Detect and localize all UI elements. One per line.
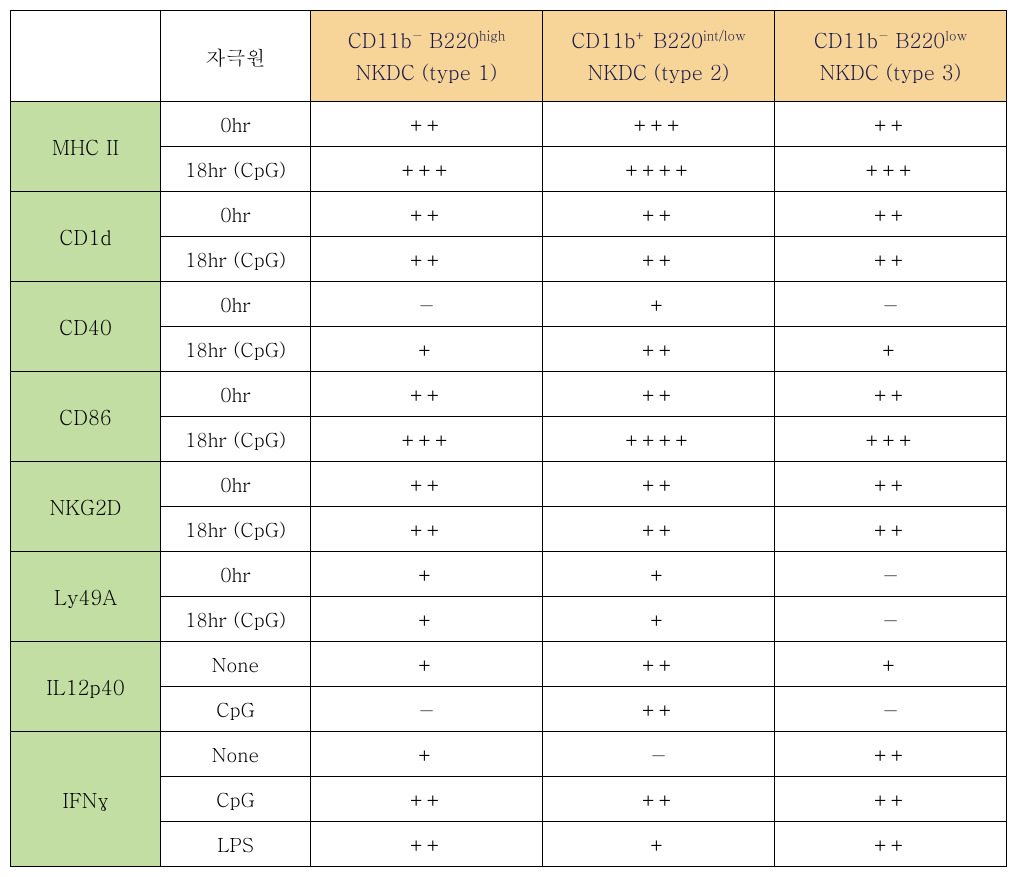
value-cell: − [775, 282, 1007, 327]
value-cell: + [311, 642, 543, 687]
stimulus-cell: 18hr (CpG) [161, 507, 311, 552]
stimulus-cell: 18hr (CpG) [161, 327, 311, 372]
stimulus-cell: 18hr (CpG) [161, 417, 311, 462]
value-cell: ++ [311, 462, 543, 507]
header-type-1: CD11b− B220highNKDC (type 1) [311, 11, 543, 102]
value-cell: ++ [775, 507, 1007, 552]
value-cell: ++ [543, 687, 775, 732]
stimulus-cell: 18hr (CpG) [161, 597, 311, 642]
value-cell: ++ [775, 732, 1007, 777]
value-cell: +++ [311, 417, 543, 462]
value-cell: ++ [775, 777, 1007, 822]
stimulus-cell: 0hr [161, 102, 311, 147]
value-cell: ++ [311, 372, 543, 417]
value-cell: ++ [311, 822, 543, 867]
stimulus-cell: 0hr [161, 372, 311, 417]
value-cell: − [775, 687, 1007, 732]
header-type-3: CD11b− B220lowNKDC (type 3) [775, 11, 1007, 102]
value-cell: ++ [775, 822, 1007, 867]
stimulus-cell: LPS [161, 822, 311, 867]
value-cell: + [543, 282, 775, 327]
value-cell: ++ [543, 642, 775, 687]
value-cell: ++ [543, 507, 775, 552]
value-cell: + [311, 597, 543, 642]
value-cell: ++ [311, 102, 543, 147]
row-label: MHC II [11, 102, 161, 192]
value-cell: + [311, 552, 543, 597]
stimulus-cell: 18hr (CpG) [161, 147, 311, 192]
value-cell: ++ [543, 237, 775, 282]
value-cell: ++ [543, 462, 775, 507]
stimulus-cell: 0hr [161, 462, 311, 507]
value-cell: + [775, 327, 1007, 372]
value-cell: + [775, 642, 1007, 687]
row-label: CD40 [11, 282, 161, 372]
value-cell: + [543, 822, 775, 867]
value-cell: ++ [311, 192, 543, 237]
value-cell: − [543, 732, 775, 777]
stimulus-cell: None [161, 732, 311, 777]
value-cell: + [543, 552, 775, 597]
row-label: CD86 [11, 372, 161, 462]
value-cell: +++ [775, 417, 1007, 462]
row-label: NKG2D [11, 462, 161, 552]
row-label: IFNγ [11, 732, 161, 867]
value-cell: − [311, 687, 543, 732]
header-blank-cell [11, 11, 161, 102]
nkdc-table: 자극원CD11b− B220highNKDC (type 1)CD11b+ B2… [10, 10, 1007, 867]
row-label: CD1d [11, 192, 161, 282]
stimulus-cell: 0hr [161, 552, 311, 597]
value-cell: ++ [311, 777, 543, 822]
value-cell: ++ [775, 192, 1007, 237]
value-cell: ++ [775, 462, 1007, 507]
stimulus-cell: 0hr [161, 192, 311, 237]
stimulus-cell: 0hr [161, 282, 311, 327]
value-cell: ++ [543, 327, 775, 372]
value-cell: + [311, 327, 543, 372]
value-cell: ++ [543, 192, 775, 237]
value-cell: ++ [311, 507, 543, 552]
stimulus-cell: CpG [161, 687, 311, 732]
value-cell: ++ [775, 102, 1007, 147]
header-stimulus: 자극원 [161, 11, 311, 102]
value-cell: +++ [311, 147, 543, 192]
value-cell: ++ [543, 777, 775, 822]
value-cell: + [543, 597, 775, 642]
value-cell: + [311, 732, 543, 777]
value-cell: ++ [775, 372, 1007, 417]
value-cell: +++ [775, 147, 1007, 192]
value-cell: − [311, 282, 543, 327]
value-cell: ++++ [543, 417, 775, 462]
row-label: IL12p40 [11, 642, 161, 732]
value-cell: ++ [311, 237, 543, 282]
value-cell: ++ [775, 237, 1007, 282]
value-cell: ++++ [543, 147, 775, 192]
stimulus-cell: CpG [161, 777, 311, 822]
stimulus-cell: None [161, 642, 311, 687]
value-cell: ++ [543, 372, 775, 417]
value-cell: − [775, 552, 1007, 597]
stimulus-cell: 18hr (CpG) [161, 237, 311, 282]
row-label: Ly49A [11, 552, 161, 642]
value-cell: +++ [543, 102, 775, 147]
value-cell: − [775, 597, 1007, 642]
header-type-2: CD11b+ B220int/lowNKDC (type 2) [543, 11, 775, 102]
